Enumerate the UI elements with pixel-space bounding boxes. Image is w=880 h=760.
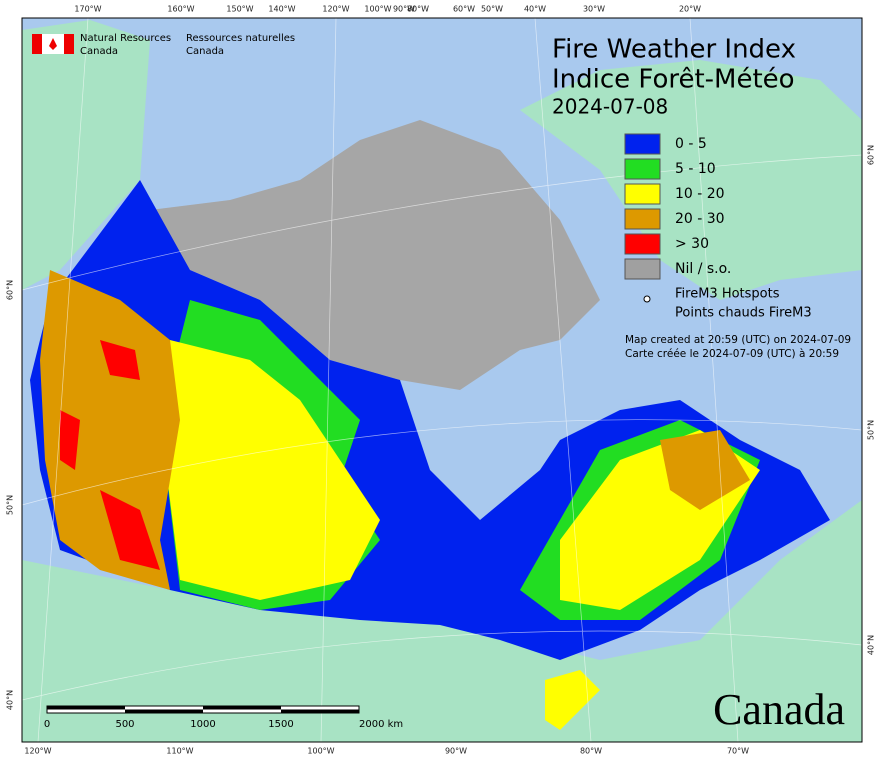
hotspot-label: Points chauds FireM3 [675,306,812,321]
graticule-labels: 170°W 160°W 150°W 140°W 120°W 100°W 90°W80°W 60… [6,5,876,756]
legend-swatch [624,208,661,230]
graticule [21,17,863,743]
legend-label: 5 - 10 [675,161,716,177]
lon-label: 170°W [74,5,101,14]
lon-label: 50°W [481,5,503,14]
alaska [22,20,150,290]
lat-label: 50°N [6,495,15,515]
title: Fire Weather Index [552,35,796,65]
scale-label: 1500 [268,719,293,730]
west-orange [40,270,180,590]
scale-label: 1000 [190,719,215,730]
legend-swatch [624,258,661,280]
lon-label: 20°W [679,5,701,14]
legend-label: > 30 [675,236,709,252]
legend-swatch [624,183,661,205]
legend-swatch [624,133,661,155]
lon-label: 150°W [226,5,253,14]
west-red [60,340,160,570]
header-fr: Ressources naturelles [186,33,295,44]
header-fr: Canada [186,46,224,57]
note: Carte créée le 2024-07-09 (UTC) à 20:59 [625,348,839,360]
legend-label: 0 - 5 [675,136,707,152]
lon-label: 140°W [268,5,295,14]
lon-label: 160°W [167,5,194,14]
scale-label: 0 [44,719,50,730]
scale-label: 500 [115,719,134,730]
lat-label: 40°N [867,635,876,655]
date: 2024-07-08 [552,95,668,119]
lon-label: 100°W [364,5,391,14]
lon-label: 40°W [524,5,546,14]
scale-bar [46,705,360,714]
wordmark: Canada [713,685,845,734]
lon-label: 90°W [393,5,415,14]
lon-label: 60°W [453,5,475,14]
lon-label: 80°W [580,747,602,756]
header-en: Canada [80,46,118,57]
flag [32,34,74,54]
lon-label: 120°W [322,5,349,14]
hotspot-symbol [643,295,651,303]
scale-label: 2000 km [359,719,403,730]
arctic [150,120,600,390]
legend-label: 10 - 20 [675,186,725,202]
legend-swatch [624,233,661,255]
legend-swatch [624,158,661,180]
frame [21,17,863,743]
legend-label: 20 - 30 [675,211,725,227]
lon-label: 30°W [583,5,605,14]
legend: 0 - 5 5 - 10 10 - 20 20 - 30 > 30 Nil / s.o. [624,133,731,280]
lon-label: 120°W [24,747,51,756]
lat-label: 40°N [6,690,15,710]
lat-label: 60°N [867,145,876,165]
lat-label: 50°N [867,420,876,440]
title: Indice Forêt-Météo [552,65,795,95]
hotspot-label: FireM3 Hotspots [675,287,780,302]
lon-label: 80°W [407,5,429,14]
lon-label: 90°W [445,747,467,756]
scale-labels: 0 500 1000 1500 2000 km [44,719,403,730]
quebec-orange [660,430,750,510]
lon-label: 110°W [166,747,193,756]
legend-label: Nil / s.o. [675,261,731,277]
greenland [520,60,862,300]
usa [22,500,862,742]
note: Map created at 20:59 (UTC) on 2024-07-09 [625,334,851,346]
lon-label: 70°W [727,747,749,756]
lon-label: 100°W [307,747,334,756]
header-en: Natural Resources [80,33,171,44]
lat-label: 60°N [6,280,15,300]
